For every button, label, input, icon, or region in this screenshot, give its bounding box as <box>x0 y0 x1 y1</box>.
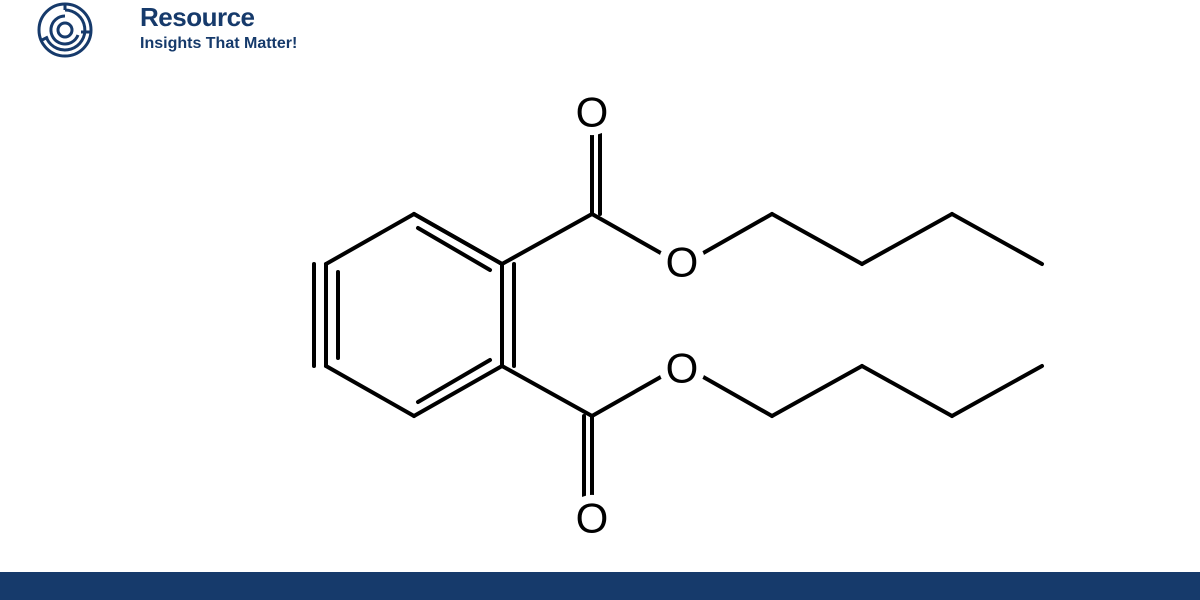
brand-logo <box>10 0 120 60</box>
structure-svg: O O O O <box>0 60 1200 570</box>
atom-label-O3: O <box>666 345 699 392</box>
brand-text-block: Resource Insights That Matter! <box>140 2 297 53</box>
chemical-structure-diagram: O O O O <box>0 60 1200 570</box>
atom-label-O4: O <box>576 495 609 542</box>
atom-label-O2: O <box>666 239 699 286</box>
brand-tagline: Insights That Matter! <box>140 35 297 53</box>
atom-label-O1: O <box>576 89 609 136</box>
brand-title: Resource <box>140 2 297 33</box>
footer-bar <box>0 572 1200 600</box>
maze-logo-icon <box>10 0 120 60</box>
brand-header: Resource Insights That Matter! <box>0 0 297 60</box>
